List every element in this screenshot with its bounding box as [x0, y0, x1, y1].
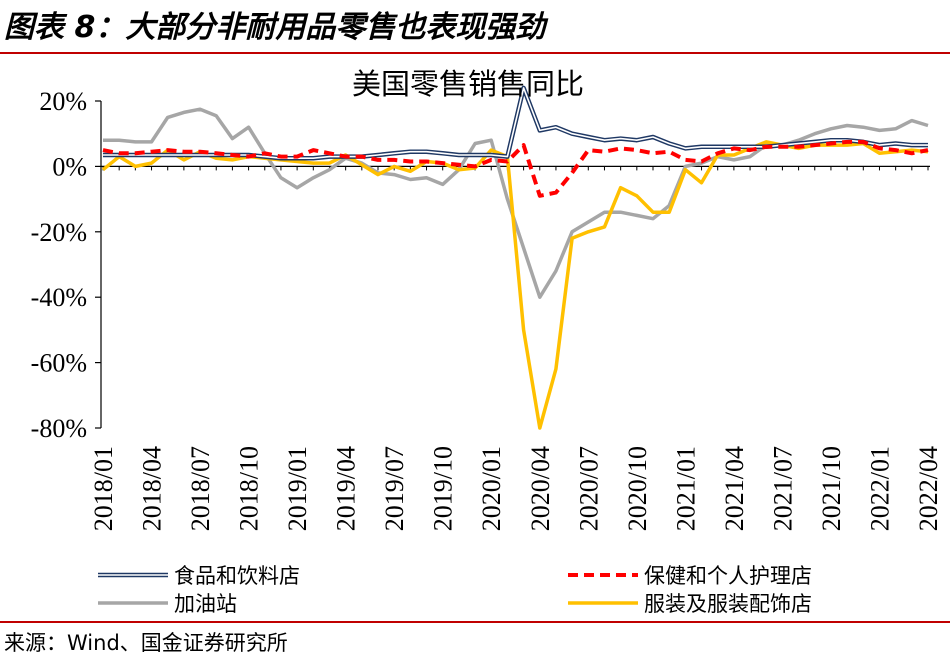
x-tick-label: 2018/04: [138, 446, 167, 531]
axes-layer: 20% 0% -20% -40% -60% -80%2018/01 2018/04 2018/…: [31, 87, 943, 531]
x-tick-label: 2020/10: [623, 446, 652, 531]
y-tick-label: -80%: [31, 414, 87, 443]
x-tick-label: 2021/10: [817, 446, 846, 531]
y-tick-label: 20%: [39, 87, 87, 116]
series-line-4: [101, 140, 929, 430]
source-note: 来源：Wind、国金证券研究所: [4, 631, 288, 655]
x-tick-label: 2018/07: [186, 446, 215, 531]
x-tick-label: 2019/04: [332, 446, 361, 531]
x-tick-label: 2022/01: [865, 446, 894, 531]
legend-label: 加油站: [174, 592, 237, 616]
title-rule: [0, 52, 950, 54]
legend-label: 服装及服装配饰店: [644, 592, 812, 616]
x-tick-label: 2022/04: [914, 446, 943, 531]
y-tick-label: -60%: [31, 349, 87, 378]
source-rule: [0, 621, 950, 623]
x-tick-label: 2018/01: [89, 446, 118, 531]
x-tick-label: 2021/04: [720, 446, 749, 531]
y-tick-label: -40%: [31, 283, 87, 312]
y-tick-label: -20%: [31, 218, 87, 247]
x-tick-label: 2019/07: [380, 446, 409, 531]
series-line-1-inner: [103, 87, 928, 159]
x-tick-label: 2021/07: [768, 446, 797, 531]
x-tick-label: 2019/10: [429, 446, 458, 531]
chart-title: 美国零售销售同比: [352, 67, 584, 101]
x-tick-label: 2021/01: [671, 446, 700, 531]
x-tick-label: 2020/01: [477, 446, 506, 531]
series-line-3: [103, 107, 929, 299]
legend-label: 食品和饮料店: [174, 564, 300, 588]
series-layer: [101, 85, 929, 430]
series-line-2: [102, 139, 929, 198]
x-tick-label: 2020/04: [526, 446, 555, 531]
x-tick-label: 2018/10: [235, 446, 264, 531]
legend-label: 保健和个人护理店: [644, 564, 812, 588]
y-tick-label: 0%: [52, 152, 87, 181]
figure-title: 图表 8：大部分非耐用品零售也表现强劲: [4, 10, 546, 45]
x-tick-label: 2019/01: [283, 446, 312, 531]
x-tick-label: 2020/07: [574, 446, 603, 531]
